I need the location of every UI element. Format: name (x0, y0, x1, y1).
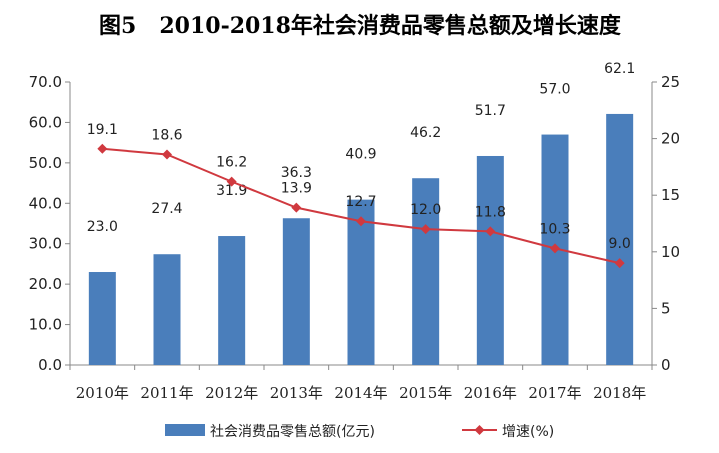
line-labels-group: 19.1 18.6 16.2 13.9 12.7 12.0 11.8 10.3 9.0 (87, 122, 631, 252)
left-tick-label: 20.0 (29, 275, 62, 293)
bar-value-label: 51.7 (475, 103, 506, 119)
growth-point (420, 224, 431, 235)
growth-point (162, 149, 172, 160)
growth-point (97, 143, 108, 154)
growth-line-group (97, 143, 625, 269)
x-tick-label: 2018年 (593, 384, 646, 402)
left-tick-label: 0.0 (38, 356, 62, 374)
left-tick-label: 50.0 (29, 154, 62, 172)
bar-value-label: 62.1 (604, 61, 635, 77)
bars-group (88, 113, 634, 365)
right-tick-label: 0 (661, 356, 671, 374)
growth-point (356, 216, 366, 227)
bar (412, 178, 440, 365)
chart-title: 图5 2010-2018年社会消费品零售总额及增长速度 (99, 13, 622, 39)
right-tick-label: 10 (661, 243, 680, 261)
left-tick-label: 70.0 (29, 73, 62, 91)
right-tick-label: 15 (661, 186, 680, 204)
growth-value-label: 9.0 (609, 236, 631, 252)
axes: 0.0 10.0 20.0 30.0 40.0 50.0 60.0 70.0 0 5 10 15 20 2… (29, 73, 681, 402)
growth-value-label: 12.0 (410, 202, 441, 218)
growth-point (614, 258, 625, 269)
bar-value-label: 57.0 (539, 82, 570, 98)
bar-value-label: 27.4 (151, 201, 182, 217)
x-tick-label: 2011年 (140, 384, 193, 402)
bar-value-label: 40.9 (345, 147, 376, 163)
legend-bar-label: 社会消费品零售总额(亿元) (210, 424, 375, 440)
left-tick-label: 30.0 (29, 235, 62, 253)
bar (88, 272, 116, 365)
right-tick-label: 25 (661, 73, 680, 91)
x-tick-label: 2016年 (464, 384, 517, 402)
growth-point (485, 226, 496, 237)
bar (606, 113, 634, 365)
x-tick-label: 2017年 (528, 384, 581, 402)
x-tick-label: 2012年 (205, 384, 258, 402)
growth-value-label: 19.1 (87, 122, 118, 138)
x-tick-label: 2014年 (334, 384, 387, 402)
bar-value-label: 31.9 (216, 183, 247, 199)
legend: 社会消费品零售总额(亿元) 增速(%) (165, 424, 554, 440)
legend-line-marker (474, 425, 485, 435)
legend-line-label: 增速(%) (502, 424, 554, 440)
growth-value-label: 12.7 (345, 194, 376, 210)
left-tick-label: 40.0 (29, 194, 62, 212)
bar-value-label: 36.3 (281, 165, 312, 181)
left-tick-label: 10.0 (29, 316, 62, 334)
left-tick-label: 60.0 (29, 113, 62, 131)
bar-value-label: 46.2 (410, 125, 441, 141)
growth-point (291, 202, 302, 213)
legend-bar-swatch (165, 424, 205, 436)
right-tick-label: 5 (661, 299, 671, 317)
growth-point (226, 176, 237, 187)
growth-value-label: 11.8 (475, 204, 506, 220)
growth-value-label: 18.6 (151, 127, 182, 143)
x-tick-label: 2013年 (270, 384, 323, 402)
growth-point (550, 243, 560, 254)
x-tick-label: 2010年 (76, 384, 129, 402)
x-tick-label: 2015年 (399, 384, 452, 402)
growth-value-label: 13.9 (281, 181, 312, 197)
growth-value-label: 10.3 (539, 221, 570, 237)
bar-labels-group: 23.0 27.4 31.9 36.3 40.9 46.2 51.7 57.0 62.1 (87, 61, 636, 235)
bar (282, 218, 310, 365)
bar (218, 236, 246, 365)
bar (476, 155, 504, 365)
bar (347, 199, 375, 365)
growth-value-label: 16.2 (216, 155, 247, 171)
right-tick-label: 20 (661, 130, 680, 148)
bar (153, 254, 181, 365)
bar-value-label: 23.0 (87, 219, 118, 235)
